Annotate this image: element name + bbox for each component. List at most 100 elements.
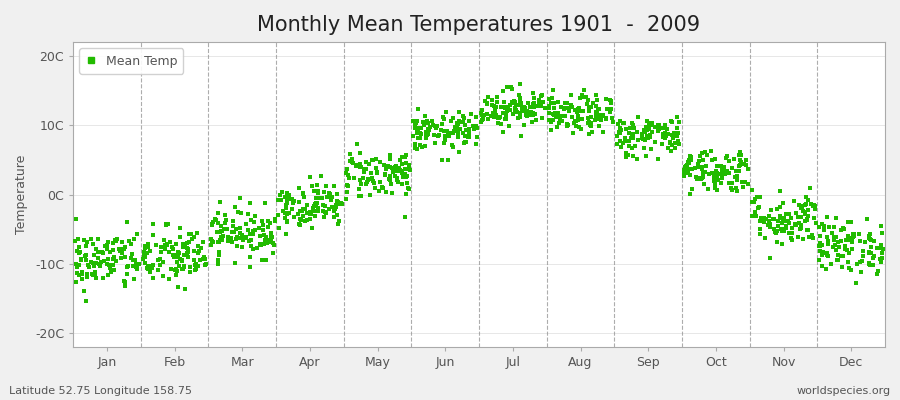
Point [423,124,437,130]
Point [610,141,625,147]
Point [521,100,535,106]
Point [613,128,627,135]
Point [87,269,102,275]
Point [482,116,496,122]
Point [436,114,451,120]
Point [187,234,202,241]
Point [652,128,666,134]
Point [141,241,156,248]
Point [612,129,626,136]
Point [497,99,511,106]
Point [813,241,827,247]
Point [554,118,569,124]
Point [813,248,827,255]
Point [100,242,114,249]
Point [864,237,878,244]
Point [847,230,861,237]
Point [739,156,753,163]
Point [398,166,412,173]
Point [594,115,608,122]
Point [484,112,499,119]
Point [562,105,576,112]
Point [656,134,670,140]
Point [813,240,827,246]
Point [171,249,185,255]
Point [792,219,806,226]
Point [219,217,233,223]
Point [807,203,822,210]
Point [256,217,270,224]
Point [452,148,466,155]
Point [308,212,322,219]
Point [282,192,296,198]
Point [107,254,122,260]
Point [804,201,818,207]
Point [536,99,550,106]
Point [682,159,697,166]
Point [788,222,803,228]
Point [369,156,383,162]
Point [825,230,840,236]
Point [247,219,261,225]
Point [243,230,257,237]
Point [761,218,776,224]
Point [599,116,614,122]
Point [776,226,790,232]
Point [874,223,888,229]
Point [303,216,318,222]
Point [318,209,332,215]
Point [532,97,546,104]
Point [792,202,806,208]
Point [604,97,618,104]
Point [87,263,102,270]
Point [579,93,593,100]
Point [255,257,269,264]
Point [161,221,176,227]
Point [322,190,337,196]
Point [203,236,218,242]
Point [418,113,432,120]
Point [621,138,635,144]
Point [616,120,630,126]
Point [588,117,602,124]
Point [385,168,400,175]
Point [211,220,225,226]
Point [714,171,728,178]
Point [176,240,191,247]
Point [500,84,515,90]
Point [158,222,173,228]
Point [197,254,211,260]
Point [835,264,850,270]
Point [798,218,813,224]
Point [175,257,189,263]
Point [845,238,859,245]
Point [534,102,548,109]
Point [717,164,732,171]
Point [568,107,582,113]
Point [780,218,795,224]
Point [841,258,855,265]
Point [373,179,387,186]
Point [367,179,382,186]
Point [343,150,357,157]
Point [489,104,503,110]
Point [640,133,654,139]
Point [557,113,572,119]
Point [469,113,483,120]
Point [511,102,526,108]
Point [208,216,222,223]
Point [784,237,798,243]
Point [514,133,528,139]
Point [210,229,224,236]
Point [402,162,417,168]
Point [410,130,424,136]
Point [828,234,842,240]
Point [704,148,718,154]
Point [709,186,724,193]
Point [512,95,526,101]
Point [549,114,563,120]
Point [457,122,472,128]
Point [745,186,760,193]
Point [781,219,796,226]
Point [626,133,640,140]
